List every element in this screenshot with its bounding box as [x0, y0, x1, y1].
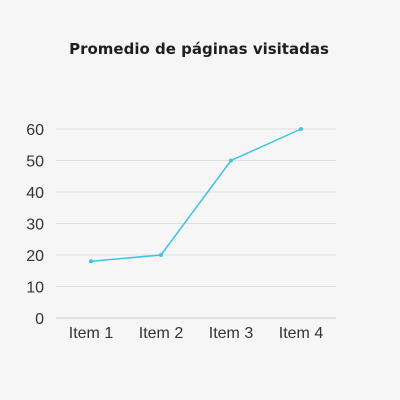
data-point-4 — [299, 127, 303, 131]
y-tick-label-20: 20 — [26, 248, 44, 265]
x-axis-ticks: Item 1 Item 2 Item 3 Item 4 — [69, 325, 324, 342]
chart-title: Promedio de páginas visitadas — [69, 40, 329, 58]
y-axis-ticks: 0 10 20 30 40 50 60 — [26, 122, 44, 328]
x-tick-label-1: Item 1 — [69, 325, 114, 342]
data-point-2 — [159, 253, 163, 257]
x-tick-label-4: Item 4 — [279, 325, 324, 342]
series-layer — [89, 127, 303, 264]
grid-layer — [56, 128, 336, 319]
y-tick-label-30: 30 — [26, 217, 44, 234]
y-tick-label-60: 60 — [26, 122, 44, 139]
x-tick-label-2: Item 2 — [139, 325, 184, 342]
y-tick-label-0: 0 — [35, 311, 44, 328]
series-line-1 — [90, 128, 302, 263]
data-point-1 — [89, 259, 93, 264]
y-tick-label-10: 10 — [26, 280, 44, 297]
x-tick-label-3: Item 3 — [209, 325, 254, 342]
y-tick-label-40: 40 — [26, 185, 44, 202]
y-tick-label-50: 50 — [26, 154, 44, 171]
data-point-3 — [229, 158, 233, 163]
